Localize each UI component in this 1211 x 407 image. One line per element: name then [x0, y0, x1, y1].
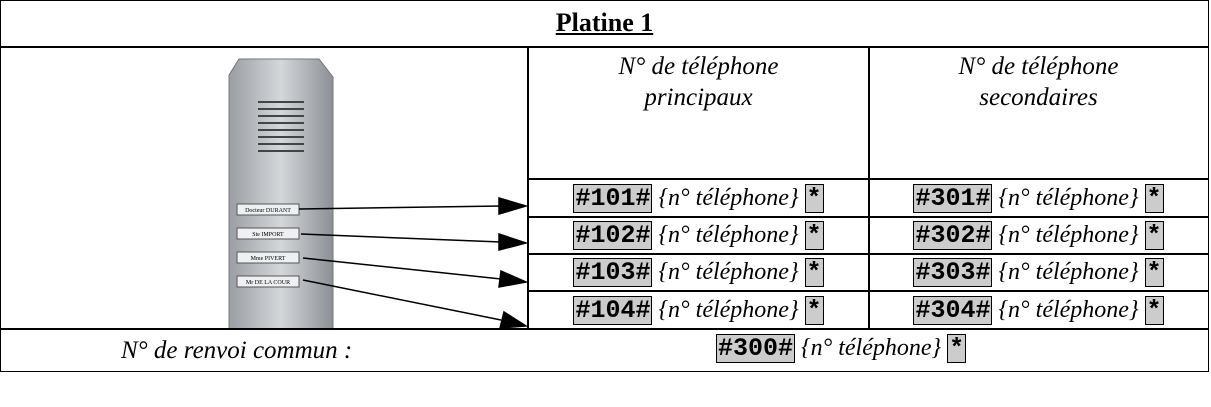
entry-cell: #301# {n° téléphone} *	[868, 178, 1209, 218]
header-line: secondaires	[979, 84, 1098, 111]
name-plate-label: Docteur DURANT	[245, 208, 291, 214]
code: #303#	[913, 258, 993, 287]
end-key: *	[804, 258, 824, 287]
column-header: N° de téléphone principaux	[527, 46, 870, 180]
entry-cell: #102# {n° téléphone} *	[527, 216, 870, 255]
code: #104#	[573, 295, 653, 325]
code: #103#	[573, 258, 653, 287]
phone-number: {n° téléphone}	[658, 296, 799, 323]
common-label: N° de renvoi commun :	[121, 337, 353, 364]
phone-number: {n° téléphone}	[801, 335, 942, 361]
header-line: principaux	[644, 84, 753, 111]
entry-cell: #104# {n° téléphone} *	[527, 290, 870, 330]
entry-cell: #303# {n° téléphone} *	[868, 253, 1209, 292]
header-line: N° de téléphone	[618, 53, 779, 80]
code: #304#	[913, 295, 993, 325]
end-key: *	[1144, 258, 1164, 287]
code: #302#	[913, 221, 993, 250]
intercom-panel: Docteur DURANT Ste IMPORT Mme PIVERT Mr DE …	[228, 58, 527, 329]
name-plate-label: Ste IMPORT	[252, 232, 284, 238]
panel-cell: Docteur DURANT Ste IMPORT Mme PIVERT Mr DE …	[0, 46, 529, 330]
end-key: *	[1144, 295, 1164, 325]
phone-number: {n° téléphone}	[998, 259, 1139, 285]
code: #102#	[573, 221, 653, 250]
name-plate-label: Mme PIVERT	[251, 256, 286, 262]
end-key: *	[804, 295, 824, 325]
phone-number: {n° téléphone}	[658, 222, 799, 248]
phone-number: {n° téléphone}	[658, 259, 799, 285]
code: #301#	[913, 183, 993, 213]
name-plate	[236, 203, 300, 216]
code: #300#	[716, 334, 796, 363]
end-key: *	[804, 221, 824, 250]
code: #101#	[573, 183, 653, 213]
end-key: *	[947, 334, 967, 363]
end-key: *	[1144, 183, 1164, 213]
title: Platine 1	[0, 0, 1209, 48]
name-plate	[236, 227, 300, 240]
phone-number: {n° téléphone}	[998, 296, 1139, 323]
name-plate	[236, 251, 300, 264]
phone-number: {n° téléphone}	[998, 184, 1139, 211]
end-key: *	[804, 183, 824, 213]
entry-cell: #101# {n° téléphone} *	[527, 178, 870, 218]
name-plate	[236, 275, 300, 288]
entry-cell: #103# {n° téléphone} *	[527, 253, 870, 292]
entry-cell: #302# {n° téléphone} *	[868, 216, 1209, 255]
phone-number: {n° téléphone}	[658, 184, 799, 211]
common-entry: #300# {n° téléphone} *	[716, 334, 967, 363]
common-row: N° de renvoi commun : #300# {n° téléphon…	[0, 328, 1209, 372]
column-header: N° de téléphone secondaires	[868, 46, 1209, 180]
header-line: N° de téléphone	[958, 53, 1119, 80]
end-key: *	[1144, 221, 1164, 250]
entry-cell: #304# {n° téléphone} *	[868, 290, 1209, 330]
phone-number: {n° téléphone}	[998, 222, 1139, 248]
name-plate-label: Mr DE LA COUR	[246, 280, 290, 286]
